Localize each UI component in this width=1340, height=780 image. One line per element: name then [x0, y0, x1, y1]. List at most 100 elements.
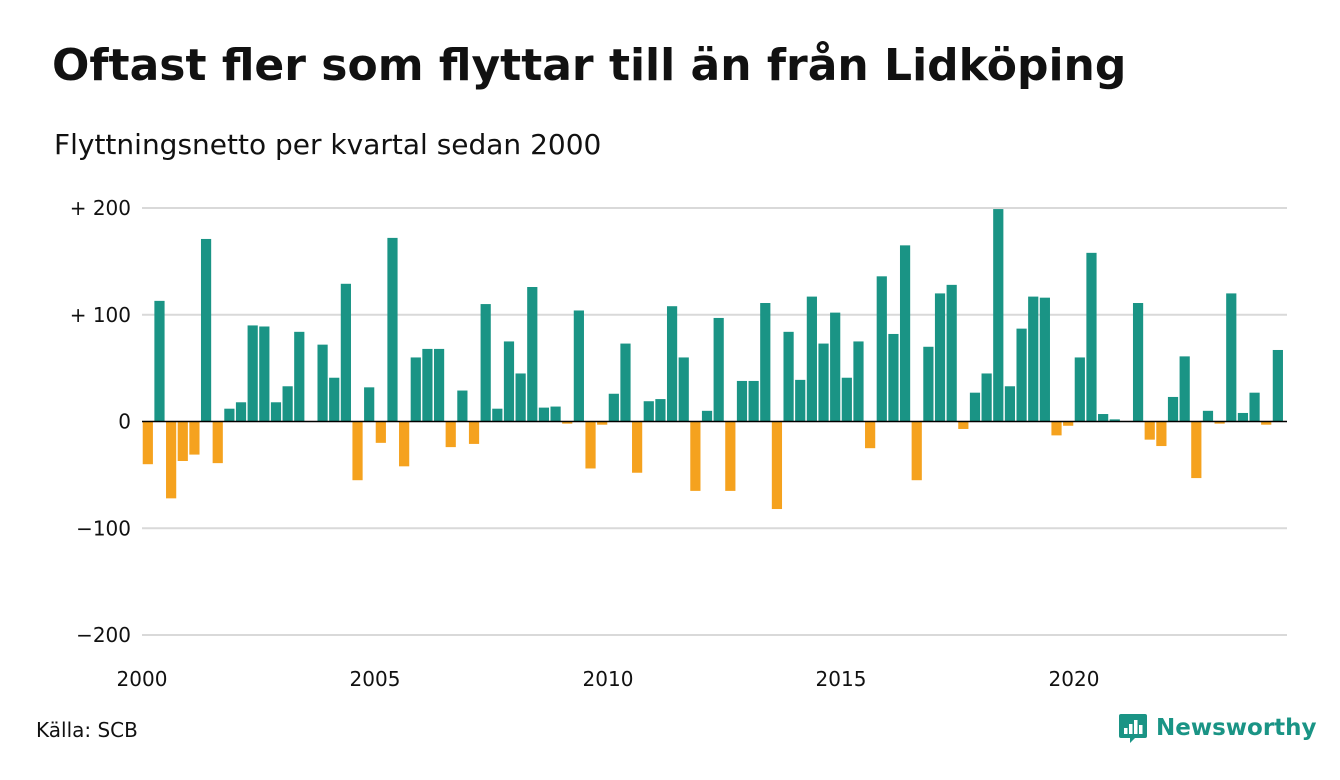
bar	[841, 377, 852, 422]
bar	[573, 310, 584, 422]
bar	[585, 421, 596, 469]
bar	[1191, 421, 1202, 479]
bar	[375, 421, 386, 443]
bar	[748, 380, 759, 422]
bar	[1004, 386, 1016, 422]
bar	[690, 421, 701, 491]
bar	[643, 401, 654, 422]
bar	[1132, 303, 1144, 422]
x-tick-label: 2000	[117, 667, 168, 691]
bar	[1272, 349, 1283, 422]
bar	[562, 421, 573, 424]
bar	[818, 343, 829, 422]
y-tick-label: −100	[76, 516, 131, 540]
bar	[1237, 412, 1249, 422]
bar	[888, 333, 899, 422]
bar	[1028, 296, 1039, 422]
bar	[142, 421, 153, 465]
bar	[224, 408, 235, 422]
bar	[340, 283, 351, 422]
bar	[993, 209, 1004, 422]
bar	[177, 421, 188, 461]
bar	[317, 344, 328, 422]
bar	[364, 387, 375, 422]
brand-name: Newsworthy	[1156, 715, 1317, 741]
bar	[946, 284, 957, 422]
bar	[166, 421, 177, 499]
bar	[597, 421, 608, 425]
bar	[958, 421, 969, 429]
bar	[806, 296, 817, 422]
bar	[899, 245, 911, 422]
x-tick-label: 2015	[816, 667, 867, 691]
bar	[934, 293, 946, 422]
bar	[1074, 357, 1085, 422]
bar	[492, 408, 503, 422]
bar	[480, 304, 491, 422]
y-tick-label: 0	[118, 410, 131, 434]
bar	[736, 380, 748, 422]
bar	[783, 331, 794, 422]
bar	[399, 421, 410, 467]
bar	[503, 341, 515, 422]
bar	[468, 421, 480, 444]
bar	[666, 306, 678, 422]
bar	[1214, 421, 1225, 424]
bar	[725, 421, 736, 491]
bar	[865, 421, 876, 449]
bar	[771, 421, 783, 510]
bar	[1179, 356, 1190, 422]
bar	[515, 373, 526, 422]
bar	[445, 421, 456, 448]
bar	[538, 407, 550, 422]
bar	[294, 331, 305, 422]
bar	[270, 402, 282, 422]
bar	[457, 390, 468, 422]
bar	[550, 406, 561, 422]
bar	[154, 300, 165, 422]
y-tick-label: + 200	[70, 196, 131, 220]
bar	[969, 392, 981, 422]
bar	[701, 410, 713, 422]
y-tick-label: + 100	[70, 303, 131, 327]
bar	[433, 348, 445, 422]
bar	[620, 343, 631, 422]
bar	[329, 377, 340, 422]
bar	[1167, 396, 1179, 422]
source-label: Källa: SCB	[36, 718, 138, 742]
bar	[1063, 421, 1074, 426]
bar	[1039, 297, 1050, 422]
bar	[713, 317, 724, 422]
bar	[608, 393, 619, 422]
bar	[1249, 392, 1260, 422]
bar	[760, 303, 771, 422]
bar	[981, 373, 992, 422]
bar	[830, 312, 841, 422]
bar	[678, 357, 689, 422]
brand-logo: Newsworthy	[1118, 712, 1317, 744]
bar	[1086, 252, 1097, 422]
bar	[1144, 421, 1155, 440]
y-tick-label: −200	[76, 623, 131, 647]
newsworthy-logo-icon	[1119, 714, 1147, 743]
bar	[911, 421, 922, 481]
bar	[212, 421, 223, 464]
x-tick-label: 2005	[350, 667, 401, 691]
x-tick-label: 2010	[583, 667, 634, 691]
bar	[189, 421, 200, 455]
bar	[200, 238, 212, 422]
bar	[1202, 410, 1214, 422]
bar	[1051, 421, 1062, 436]
bar	[1109, 419, 1120, 422]
bar	[1226, 293, 1237, 422]
chart-subtitle: Flyttningsnetto per kvartal sedan 2000	[54, 128, 602, 161]
bar	[247, 325, 258, 422]
bar	[422, 348, 433, 422]
bar	[655, 399, 666, 422]
bar	[235, 402, 247, 422]
bar	[527, 287, 538, 422]
bar	[1156, 421, 1167, 447]
bar	[387, 237, 398, 422]
bar	[1016, 328, 1027, 422]
